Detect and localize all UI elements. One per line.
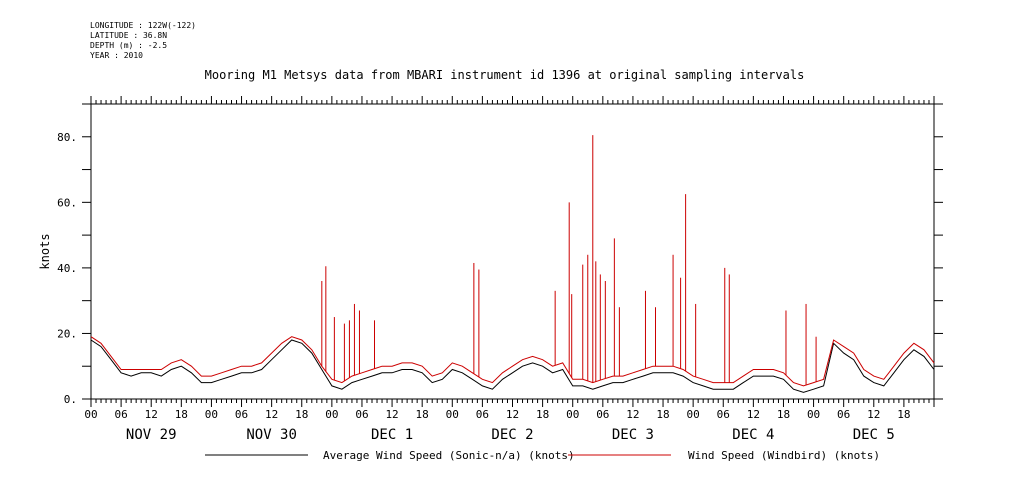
- x-tick-label: 06: [717, 408, 730, 421]
- meta-latitude: LATITUDE : 36.8N: [90, 31, 168, 40]
- legend-label-average-wind: Average Wind Speed (Sonic-n/a) (knots): [323, 449, 575, 462]
- x-tick-label: 18: [416, 408, 429, 421]
- x-tick-label: 00: [446, 408, 459, 421]
- x-tick-label: 12: [867, 408, 880, 421]
- chart-title: Mooring M1 Metsys data from MBARI instru…: [204, 68, 805, 82]
- meta-year: YEAR : 2010: [90, 51, 143, 60]
- legend-label-windbird: Wind Speed (Windbird) (knots): [688, 449, 880, 462]
- x-day-label: DEC 5: [853, 427, 895, 443]
- x-tick-label: 18: [656, 408, 669, 421]
- x-tick-label: 12: [265, 408, 278, 421]
- x-tick-label: 18: [897, 408, 910, 421]
- x-day-label: DEC 2: [491, 427, 533, 443]
- y-tick-label: 60.: [57, 196, 77, 209]
- y-tick-label: 20.: [57, 327, 77, 340]
- x-tick-label: 18: [777, 408, 790, 421]
- x-tick-label: 18: [175, 408, 188, 421]
- x-tick-label: 06: [235, 408, 248, 421]
- x-tick-label: 00: [566, 408, 579, 421]
- x-day-label: DEC 3: [612, 427, 654, 443]
- x-tick-label: 12: [747, 408, 760, 421]
- x-tick-label: 06: [837, 408, 850, 421]
- meta-longitude: LONGITUDE : 122W(-122): [90, 21, 196, 30]
- x-tick-label: 12: [626, 408, 639, 421]
- x-tick-label: 00: [807, 408, 820, 421]
- x-day-label: NOV 29: [126, 427, 177, 443]
- series-line-average-wind: [90, 339, 935, 393]
- x-tick-label: 06: [114, 408, 127, 421]
- x-day-label: NOV 30: [246, 427, 297, 443]
- plot-frame: [90, 103, 935, 400]
- x-tick-label: 12: [506, 408, 519, 421]
- y-axis-label: knots: [38, 233, 52, 269]
- meta-depth: DEPTH (m) : -2.5: [90, 41, 168, 50]
- y-tick-label: 80.: [57, 131, 77, 144]
- x-tick-label: 18: [536, 408, 549, 421]
- series-line-windbird: [90, 336, 935, 387]
- x-tick-label: 00: [84, 408, 97, 421]
- x-tick-label: 00: [687, 408, 700, 421]
- x-tick-label: 12: [385, 408, 398, 421]
- x-tick-label: 06: [355, 408, 368, 421]
- x-tick-label: 06: [476, 408, 489, 421]
- x-tick-label: 00: [205, 408, 218, 421]
- y-tick-label: 40.: [57, 262, 77, 275]
- x-day-label: DEC 4: [732, 427, 774, 443]
- x-tick-label: 06: [596, 408, 609, 421]
- x-day-label: DEC 1: [371, 427, 413, 443]
- x-tick-label: 00: [325, 408, 338, 421]
- x-tick-label: 12: [145, 408, 158, 421]
- y-tick-label: 0.: [64, 393, 77, 406]
- x-tick-label: 18: [295, 408, 308, 421]
- station-metadata: LONGITUDE : 122W(-122) LATITUDE : 36.8N …: [90, 21, 196, 61]
